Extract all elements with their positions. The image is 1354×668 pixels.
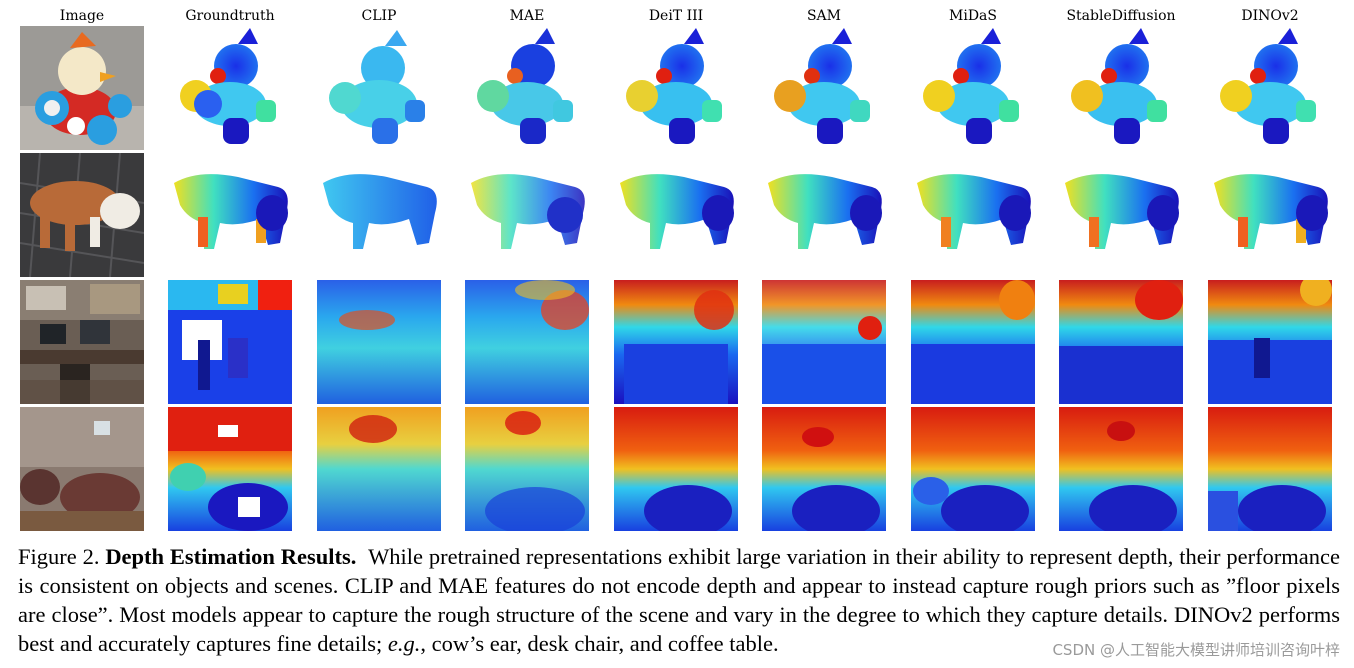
depth-mae-duck <box>465 26 589 150</box>
column-header-clip: CLIP <box>361 8 397 24</box>
depth-stablediffusion-living-room <box>1059 407 1183 531</box>
caption-body: While pretrained representations exhibit… <box>18 544 1341 656</box>
depth-deit-cow <box>614 153 738 277</box>
input-image-cow-toy <box>20 153 144 277</box>
depth-dinov2-office <box>1208 280 1332 404</box>
depth-deit-living-room <box>614 407 738 531</box>
column-header-groundtruth: Groundtruth <box>185 8 275 24</box>
caption-label: Figure 2. <box>18 544 100 569</box>
depth-groundtruth-living-room <box>168 407 292 531</box>
depth-sam-living-room <box>762 407 886 531</box>
depth-sam-office <box>762 280 886 404</box>
depth-dinov2-duck <box>1208 26 1332 150</box>
input-image-office <box>20 280 144 404</box>
depth-stablediffusion-office <box>1059 280 1183 404</box>
depth-sam-duck <box>762 26 886 150</box>
caption-body-end: , cow’s ear, desk chair, and coffee tabl… <box>420 631 779 656</box>
depth-clip-duck <box>317 26 441 150</box>
depth-groundtruth-duck <box>168 26 292 150</box>
depth-midas-office <box>911 280 1035 404</box>
depth-mae-office <box>465 280 589 404</box>
depth-clip-cow <box>317 153 441 277</box>
column-header-mae: MAE <box>509 8 545 24</box>
watermark: CSDN @人工智能大模型讲师培训咨询叶梓 <box>1052 639 1340 660</box>
column-header-midas: MiDaS <box>949 8 997 24</box>
column-header-image: Image <box>59 8 105 24</box>
column-header-stablediffusion: StableDiffusion <box>1066 8 1176 24</box>
depth-deit-office <box>614 280 738 404</box>
depth-midas-duck <box>911 26 1035 150</box>
input-image-duck-toy <box>20 26 144 150</box>
figure-caption: Figure 2. Depth Estimation Results. Whil… <box>18 542 1340 658</box>
depth-stablediffusion-cow <box>1059 153 1183 277</box>
depth-stablediffusion-duck <box>1059 26 1183 150</box>
column-header-dinov2: DINOv2 <box>1241 8 1299 24</box>
depth-deit-duck <box>614 26 738 150</box>
depth-dinov2-cow <box>1208 153 1332 277</box>
depth-groundtruth-cow <box>168 153 292 277</box>
depth-sam-cow <box>762 153 886 277</box>
column-header-deit: DeiT III <box>648 8 704 24</box>
depth-midas-cow <box>911 153 1035 277</box>
depth-midas-living-room <box>911 407 1035 531</box>
caption-title: Depth Estimation Results. <box>105 544 357 569</box>
caption-eg: e.g. <box>387 631 421 656</box>
depth-mae-living-room <box>465 407 589 531</box>
input-image-living-room <box>20 407 144 531</box>
column-header-sam: SAM <box>806 8 842 24</box>
depth-groundtruth-office <box>168 280 292 404</box>
depth-mae-cow <box>465 153 589 277</box>
depth-clip-office <box>317 280 441 404</box>
depth-dinov2-living-room <box>1208 407 1332 531</box>
depth-clip-living-room <box>317 407 441 531</box>
